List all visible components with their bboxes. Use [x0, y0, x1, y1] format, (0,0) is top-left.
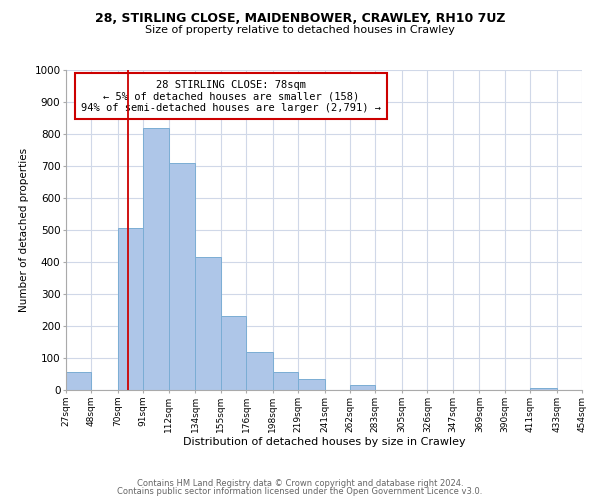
Bar: [221, 316, 246, 390]
X-axis label: Distribution of detached houses by size in Crawley: Distribution of detached houses by size …: [182, 438, 466, 448]
Text: Size of property relative to detached houses in Crawley: Size of property relative to detached ho…: [145, 25, 455, 35]
Bar: [118, 228, 143, 390]
Bar: [350, 385, 376, 390]
Bar: [246, 352, 272, 390]
Text: 28 STIRLING CLOSE: 78sqm
← 5% of detached houses are smaller (158)
94% of semi-d: 28 STIRLING CLOSE: 78sqm ← 5% of detache…: [81, 80, 381, 113]
Y-axis label: Number of detached properties: Number of detached properties: [19, 148, 29, 312]
Text: 28, STIRLING CLOSE, MAIDENBOWER, CRAWLEY, RH10 7UZ: 28, STIRLING CLOSE, MAIDENBOWER, CRAWLEY…: [95, 12, 505, 26]
Bar: [272, 372, 298, 390]
Text: Contains HM Land Registry data © Crown copyright and database right 2024.: Contains HM Land Registry data © Crown c…: [137, 478, 463, 488]
Bar: [298, 379, 325, 390]
Bar: [66, 372, 91, 390]
Bar: [169, 163, 196, 390]
Bar: [196, 257, 221, 390]
Bar: [143, 128, 169, 390]
Bar: [530, 388, 557, 390]
Text: Contains public sector information licensed under the Open Government Licence v3: Contains public sector information licen…: [118, 487, 482, 496]
